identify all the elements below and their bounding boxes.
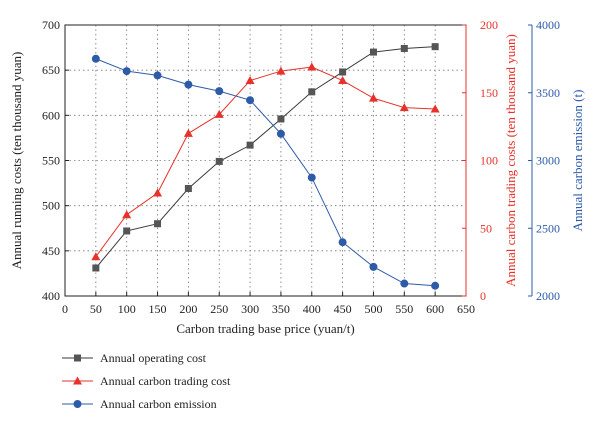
left-tick-label: 650 xyxy=(42,63,60,77)
data-point xyxy=(91,252,101,261)
carbon-emission-tick-label: 2500 xyxy=(536,221,560,235)
x-tick-label: 550 xyxy=(395,302,413,316)
data-point xyxy=(368,93,378,102)
x-tick-label: 600 xyxy=(426,302,444,316)
series xyxy=(91,43,440,290)
legend-label: Annual operating cost xyxy=(100,351,207,365)
carbon-trading-tick-label: 50 xyxy=(480,221,492,235)
series-2 xyxy=(91,62,440,261)
data-point xyxy=(276,129,285,138)
legend-label: Annual carbon emission xyxy=(100,397,217,411)
data-point xyxy=(245,76,255,85)
left-tick-label: 500 xyxy=(42,199,60,213)
data-point xyxy=(338,238,347,247)
grid xyxy=(65,25,466,296)
x-tick-label: 450 xyxy=(334,302,352,316)
data-point xyxy=(431,43,439,51)
x-tick-label: 500 xyxy=(364,302,382,316)
series-line xyxy=(95,46,436,269)
x-tick-label: 350 xyxy=(272,302,290,316)
x-tick-label: 650 xyxy=(457,302,475,316)
data-point xyxy=(400,279,409,288)
x-tick-label: 50 xyxy=(90,302,102,316)
carbon-emission-tick-label: 2000 xyxy=(536,289,560,303)
data-point xyxy=(338,76,348,85)
data-point xyxy=(215,87,224,96)
plot-frame xyxy=(64,24,467,297)
carbon-trading-tick-label: 0 xyxy=(480,289,486,303)
carbon-trading-tick-label: 200 xyxy=(480,18,498,32)
x-tick-label: 0 xyxy=(62,302,68,316)
carbon-trading-tick-label: 100 xyxy=(480,154,498,168)
legend: Annual operating cost Annual carbon tradi… xyxy=(62,351,231,411)
carbon-emission-tick-label: 3000 xyxy=(536,154,560,168)
data-point xyxy=(214,109,224,118)
data-point xyxy=(184,185,192,193)
legend-marker xyxy=(74,354,81,362)
x-tick-label: 300 xyxy=(241,302,259,316)
carbon-emission-axis-title: Annual carbon emission (t) xyxy=(570,90,585,232)
ticks: 0 50 100 150 200 250 300 350 400 450 500 550 600 6504… xyxy=(42,18,560,316)
data-point xyxy=(430,104,440,113)
carbon-emission-tick-label: 3500 xyxy=(536,86,560,100)
data-point xyxy=(369,262,378,271)
data-point xyxy=(122,67,131,76)
data-point xyxy=(215,157,223,165)
data-point xyxy=(246,96,255,105)
series-line xyxy=(95,58,436,287)
series-3 xyxy=(91,54,440,290)
carbon-emission-tick-label: 4000 xyxy=(536,18,560,32)
left-tick-label: 700 xyxy=(42,18,60,32)
data-point xyxy=(154,220,162,228)
legend-item: Annual operating cost xyxy=(62,351,207,365)
data-point xyxy=(276,66,286,75)
data-point xyxy=(184,80,193,89)
x-axis-title: Carbon trading base price (yuan/t) xyxy=(176,321,354,336)
x-tick-label: 150 xyxy=(149,302,167,316)
legend-item: Annual carbon emission xyxy=(62,397,217,411)
x-tick-label: 250 xyxy=(210,302,228,316)
data-point xyxy=(246,141,254,149)
x-tick-label: 200 xyxy=(179,302,197,316)
left-axis-title: Annual running costs (ten thousand yuan) xyxy=(9,52,24,270)
carbon-trading-axis-title: Annual carbon trading costs (ten thousan… xyxy=(503,34,518,287)
carbon-trading-tick-label: 150 xyxy=(480,86,498,100)
data-point xyxy=(307,62,317,71)
left-tick-label: 450 xyxy=(42,244,60,258)
data-point xyxy=(399,103,409,112)
data-point xyxy=(277,115,285,123)
data-point xyxy=(122,210,132,219)
left-tick-label: 600 xyxy=(42,108,60,122)
data-point xyxy=(153,188,163,197)
data-point xyxy=(91,54,100,63)
left-tick-label: 400 xyxy=(42,289,60,303)
data-point xyxy=(92,264,100,272)
data-point xyxy=(308,88,316,96)
legend-item: Annual carbon trading cost xyxy=(62,374,231,388)
series-1 xyxy=(92,43,439,272)
data-point xyxy=(153,71,162,80)
data-point xyxy=(369,48,377,56)
data-point xyxy=(123,227,131,235)
x-tick-label: 400 xyxy=(303,302,321,316)
series-line xyxy=(95,66,436,258)
data-point xyxy=(431,281,440,290)
left-tick-label: 550 xyxy=(42,154,60,168)
data-point xyxy=(307,173,316,182)
data-point xyxy=(183,128,193,137)
data-point xyxy=(400,44,408,52)
legend-marker xyxy=(73,400,82,408)
data-point xyxy=(339,68,347,76)
x-tick-label: 100 xyxy=(118,302,136,316)
legend-marker xyxy=(73,376,82,385)
legend-label: Annual carbon trading cost xyxy=(100,374,231,388)
